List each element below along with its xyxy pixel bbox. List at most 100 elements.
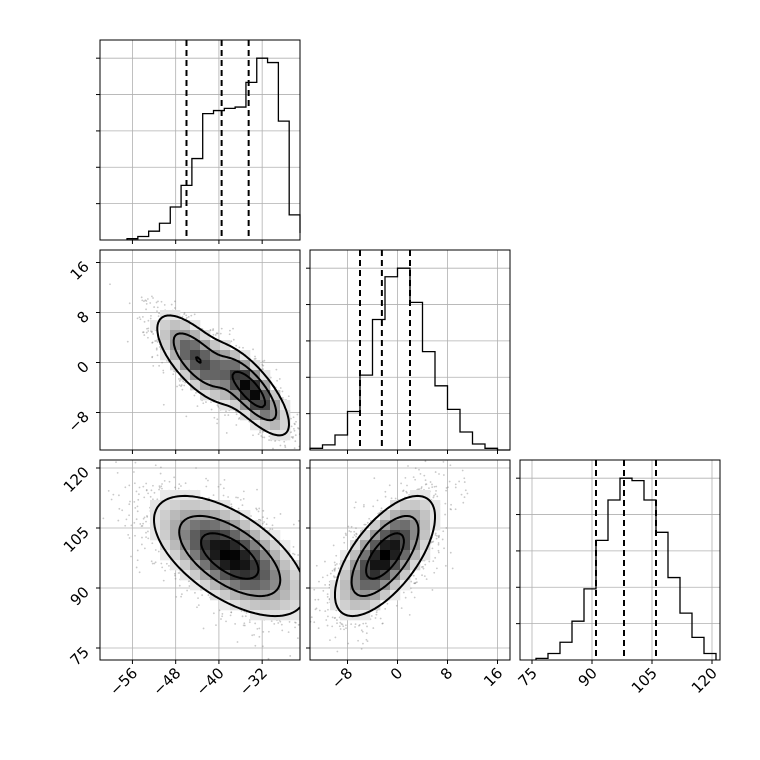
x-tick-label: −8 bbox=[328, 664, 356, 692]
sample-point bbox=[413, 596, 416, 599]
sample-point bbox=[345, 627, 347, 630]
sample-point bbox=[329, 639, 331, 642]
sample-point bbox=[176, 385, 178, 388]
sample-point bbox=[352, 536, 355, 539]
density-layer bbox=[102, 445, 304, 660]
sample-point bbox=[333, 569, 336, 572]
sample-point bbox=[242, 624, 245, 627]
sample-point bbox=[136, 317, 139, 320]
sample-point bbox=[146, 515, 148, 517]
sample-point bbox=[272, 447, 274, 450]
sample-point bbox=[372, 505, 375, 508]
density-cell bbox=[250, 540, 261, 551]
sample-point bbox=[281, 396, 284, 399]
density-panel bbox=[306, 455, 511, 664]
sample-point bbox=[140, 296, 143, 299]
density-cell bbox=[180, 370, 191, 381]
contour-line bbox=[334, 494, 436, 618]
sample-point bbox=[222, 487, 225, 490]
density-cell bbox=[200, 570, 211, 581]
sample-point bbox=[107, 445, 109, 447]
sample-point bbox=[463, 496, 466, 499]
x-tick-label: −56 bbox=[106, 664, 141, 699]
sample-point bbox=[280, 623, 283, 626]
density-cell bbox=[240, 560, 251, 571]
sample-point bbox=[372, 627, 375, 629]
sample-point bbox=[340, 623, 343, 625]
sample-point bbox=[293, 447, 296, 450]
sample-point bbox=[354, 501, 357, 504]
sample-point bbox=[424, 479, 427, 482]
sample-point bbox=[328, 586, 331, 589]
sample-point bbox=[124, 486, 127, 489]
y-tick-label: 0 bbox=[73, 358, 92, 377]
sample-point bbox=[220, 327, 223, 330]
density-cell bbox=[190, 380, 201, 391]
sample-point bbox=[128, 484, 131, 487]
density-cell bbox=[240, 570, 251, 581]
sample-point bbox=[224, 414, 226, 417]
density-cell bbox=[360, 550, 371, 561]
sample-point bbox=[270, 620, 273, 623]
sample-point bbox=[302, 572, 304, 574]
sample-point bbox=[180, 485, 182, 487]
histogram-step bbox=[535, 477, 717, 660]
sample-point bbox=[301, 536, 303, 538]
density-cell bbox=[180, 560, 191, 571]
sample-point bbox=[432, 560, 435, 563]
sample-point bbox=[298, 452, 300, 454]
density-cell bbox=[380, 590, 391, 601]
sample-point bbox=[136, 510, 139, 513]
sample-point bbox=[150, 330, 152, 332]
density-cell bbox=[280, 550, 291, 561]
sample-point bbox=[343, 628, 345, 631]
sample-point bbox=[400, 607, 403, 610]
sample-point bbox=[125, 518, 128, 521]
density-cell bbox=[370, 600, 381, 611]
density-cell bbox=[360, 570, 371, 581]
sample-point bbox=[110, 498, 113, 501]
sample-point bbox=[434, 532, 437, 535]
sample-point bbox=[406, 484, 408, 487]
sample-point bbox=[183, 311, 186, 314]
sample-point bbox=[168, 480, 171, 483]
x-axis-labels: −56 −48 −40 −32 bbox=[106, 664, 271, 699]
density-cell bbox=[260, 540, 271, 551]
sample-point bbox=[455, 455, 457, 457]
sample-point bbox=[177, 572, 180, 574]
sample-point bbox=[370, 615, 373, 617]
x-tick-label: 75 bbox=[515, 664, 541, 690]
sample-point bbox=[463, 477, 466, 480]
density-cell bbox=[250, 610, 261, 621]
sample-point bbox=[151, 542, 154, 545]
sample-point bbox=[291, 437, 294, 439]
sample-point bbox=[333, 568, 336, 571]
sample-point bbox=[415, 578, 417, 580]
density-cell bbox=[240, 530, 251, 541]
sample-point bbox=[322, 589, 325, 592]
density-cell bbox=[380, 530, 391, 541]
density-cell bbox=[330, 600, 341, 611]
density-cell bbox=[250, 390, 261, 401]
sample-point bbox=[162, 371, 165, 374]
sample-point bbox=[300, 607, 302, 609]
density-cell bbox=[340, 560, 351, 571]
sample-point bbox=[275, 451, 277, 453]
sample-point bbox=[458, 480, 461, 483]
sample-point bbox=[219, 332, 222, 335]
sample-point bbox=[134, 506, 137, 509]
sample-point bbox=[434, 493, 437, 496]
density-cell bbox=[160, 330, 171, 341]
sample-point bbox=[444, 564, 447, 567]
sample-point bbox=[284, 446, 287, 449]
sample-point bbox=[154, 549, 157, 551]
sample-point bbox=[161, 483, 163, 485]
sample-point bbox=[180, 593, 183, 596]
sample-point bbox=[437, 536, 440, 539]
sample-point bbox=[183, 313, 186, 315]
density-cell bbox=[220, 370, 231, 381]
sample-point bbox=[151, 295, 153, 298]
density-cell bbox=[170, 340, 181, 351]
sample-point bbox=[162, 369, 165, 372]
sample-point bbox=[388, 484, 391, 487]
